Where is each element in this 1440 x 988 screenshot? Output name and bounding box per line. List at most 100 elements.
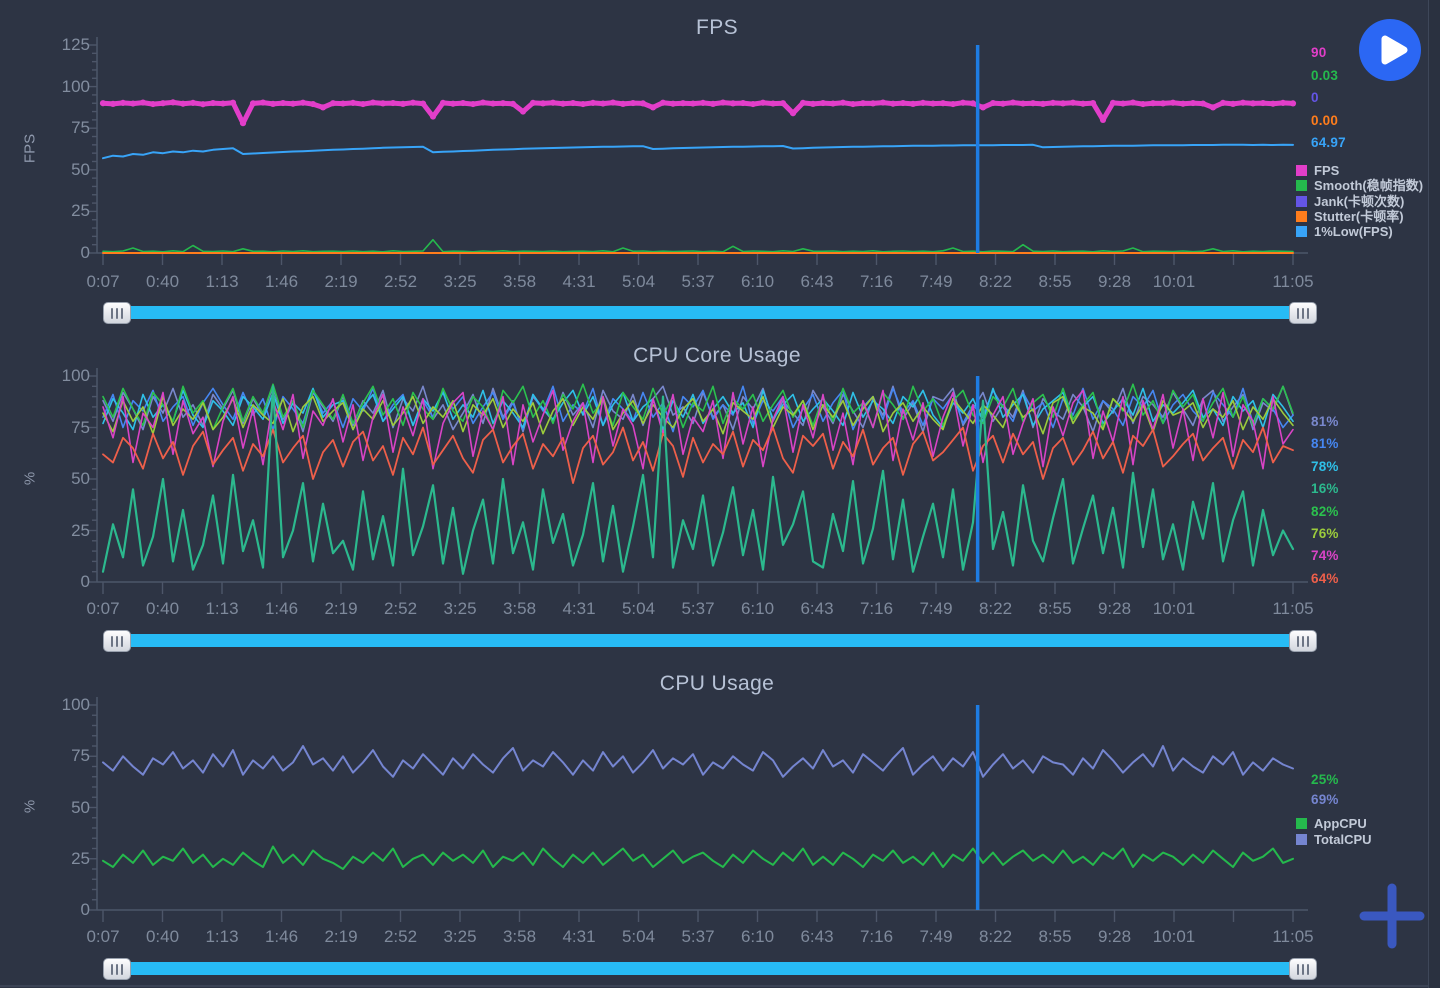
bottom-divider [0,985,1428,987]
fps-marker [589,99,597,107]
cursor-readout-value: 90 [1311,45,1327,60]
x-tick-label: 3:25 [443,927,477,946]
fps-marker [1139,100,1147,108]
y-tick-label: 25 [71,520,90,540]
x-tick-label: 1:46 [264,272,299,291]
fps-marker [449,100,457,107]
handle-grip [110,963,114,975]
fps-marker [419,100,427,107]
fps-marker [659,99,667,106]
x-tick-label: 7:16 [859,272,894,291]
right-edge-panel [1428,0,1440,988]
fps-marker [479,99,487,106]
x-tick-label: 2:19 [324,272,358,291]
fps-marker [1019,100,1027,107]
handle-grip [1306,635,1310,647]
fps-marker [1069,99,1077,106]
range-scrollbar-track[interactable] [103,306,1306,319]
handle-grip [115,635,119,647]
plus-icon [1359,883,1425,949]
x-tick-label: 8:55 [1038,599,1072,618]
x-tick-label: 3:25 [443,599,477,618]
fps-marker [539,100,547,107]
handle-grip [120,307,124,319]
fps-marker [1189,99,1197,107]
add-chart-button[interactable] [1358,882,1426,950]
fps-marker [999,100,1007,107]
fps-marker [329,100,337,107]
cursor-readout-value: 78% [1311,458,1339,474]
range-scrollbar-track[interactable] [103,634,1306,647]
x-tick-label: 2:52 [383,927,418,946]
fps-marker [1179,100,1187,107]
fps-marker [369,99,377,106]
range-handle-left[interactable] [103,958,131,980]
range-handle-left[interactable] [103,302,131,324]
x-tick-label: 6:10 [740,927,775,946]
fps-marker [489,100,497,107]
legend-label: FPS [1314,163,1340,178]
fps-marker [579,100,587,108]
x-tick-label: 0:40 [145,927,180,946]
fps-marker [879,99,887,106]
fps-marker [1289,100,1297,107]
x-tick-label: 4:31 [562,927,596,946]
fps-marker [909,100,917,108]
fps-marker [429,113,437,120]
fps-marker [319,104,327,111]
core-4-series-line [101,385,1295,575]
fps-marker [769,100,777,107]
x-tick-label: 1:13 [205,927,239,946]
range-handle-left[interactable] [103,630,131,652]
fps-marker [169,99,177,106]
legend-item: Smooth(稳帧指数) [1296,179,1423,192]
legend-swatch [1296,834,1307,845]
fps-marker [689,100,697,107]
x-tick-label: 1:46 [264,927,299,946]
fps-marker [799,99,807,107]
range-handle-right[interactable] [1289,958,1317,980]
core-5-series-line [102,383,1294,431]
fps-marker [1259,99,1267,107]
legend-label: 1%Low(FPS) [1314,224,1393,240]
range-handle-right[interactable] [1289,630,1317,652]
fps-marker [149,100,157,108]
fps-marker [129,100,137,107]
x-tick-label: 0:40 [145,599,180,618]
fps-marker [519,108,527,115]
fps-marker [629,99,637,107]
handle-grip [1296,307,1300,319]
y-tick-label: 100 [61,695,90,714]
y-tick-label: 75 [71,417,90,437]
handle-grip [1301,635,1305,647]
fps-marker [1059,100,1067,107]
y-tick-label: 50 [71,159,90,179]
legend-item: 1%Low(FPS) [1296,225,1393,238]
handle-grip [1306,307,1310,319]
range-handle-right[interactable] [1289,302,1317,324]
play-icon [1381,35,1408,65]
legend-label: Smooth(稳帧指数) [1314,178,1424,194]
range-scrollbar-track[interactable] [103,962,1306,975]
fps-marker [1129,99,1137,106]
fps-marker [1029,100,1037,107]
fps-marker [1269,100,1277,107]
legend-label: Jank(卡顿次数) [1314,193,1405,209]
fps-marker [919,99,927,107]
fps-marker [1009,99,1017,106]
fps-marker [849,100,857,108]
fps-marker [1079,100,1087,107]
y-tick-label: 75 [71,746,90,766]
cursor-readout-value: 76% [1311,526,1339,541]
handle-grip [115,963,119,975]
x-tick-label: 6:43 [800,927,834,946]
fps-marker [99,100,107,107]
play-button[interactable] [1359,19,1421,81]
fps-marker [669,100,677,107]
x-tick-label: 1:13 [205,599,239,618]
x-tick-label: 5:37 [681,927,715,946]
legend-swatch [1296,210,1307,222]
handle-grip [1296,635,1300,647]
fps-marker [559,100,567,107]
fps-marker [1049,99,1057,107]
